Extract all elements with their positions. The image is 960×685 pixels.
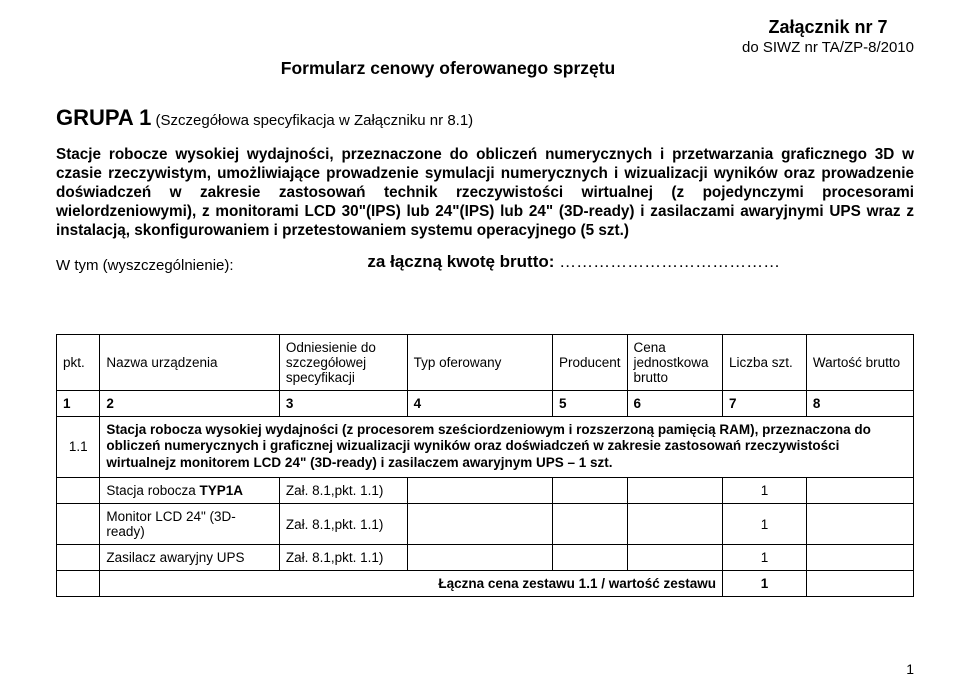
cell-wartosc	[806, 545, 913, 571]
cell-nazwa: Stacja robocza TYP1A	[100, 478, 279, 504]
num-cell: 5	[552, 390, 627, 416]
cell-liczba: 1	[723, 478, 807, 504]
cell-odniesienie: Zał. 8.1,pkt. 1.1)	[279, 545, 407, 571]
grupa-line: GRUPA 1 (Szczegółowa specyfikacja w Załą…	[56, 105, 914, 131]
num-cell: 8	[806, 390, 913, 416]
desc-text: Stacja robocza wysokiej wydajności (z pr…	[100, 416, 914, 478]
cell-nazwa: Zasilacz awaryjny UPS	[100, 545, 279, 571]
attachment-line-1: Załącznik nr 7	[742, 16, 914, 39]
cell-typ	[407, 478, 552, 504]
grupa-label: GRUPA 1	[56, 105, 151, 130]
form-title: Formularz cenowy oferowanego sprzętu	[238, 58, 658, 79]
cell-producent	[552, 504, 627, 545]
cell-cena	[627, 478, 723, 504]
num-cell: 1	[57, 390, 100, 416]
cell-pkt	[57, 545, 100, 571]
col-nazwa: Nazwa urządzenia	[100, 334, 279, 390]
table-row: Stacja robocza TYP1A Zał. 8.1,pkt. 1.1) …	[57, 478, 914, 504]
num-cell: 2	[100, 390, 279, 416]
num-cell: 6	[627, 390, 723, 416]
cell-producent	[552, 545, 627, 571]
cell-pkt	[57, 504, 100, 545]
total-liczba: 1	[723, 571, 807, 597]
col-liczba: Liczba szt.	[723, 334, 807, 390]
col-pkt: pkt.	[57, 334, 100, 390]
header-attachment: Załącznik nr 7 do SIWZ nr TA/ZP-8/2010	[742, 16, 914, 57]
total-wartosc	[806, 571, 913, 597]
cell-odniesienie: Zał. 8.1,pkt. 1.1)	[279, 478, 407, 504]
col-typ: Typ oferowany	[407, 334, 552, 390]
col-odniesienie: Odniesienie do szczegółowej specyfikacji	[279, 334, 407, 390]
pricing-table: pkt. Nazwa urządzenia Odniesienie do szc…	[56, 334, 914, 598]
num-cell: 7	[723, 390, 807, 416]
total-empty	[57, 571, 100, 597]
page-number: 1	[906, 661, 914, 677]
page-container: Załącznik nr 7 do SIWZ nr TA/ZP-8/2010 F…	[0, 0, 960, 685]
desc-pkt: 1.1	[57, 416, 100, 478]
col-wartosc: Wartość brutto	[806, 334, 913, 390]
body-paragraph: Stacje robocze wysokiej wydajności, prze…	[56, 145, 914, 241]
cell-odniesienie: Zał. 8.1,pkt. 1.1)	[279, 504, 407, 545]
grupa-note: (Szczegółowa specyfikacja w Załączniku n…	[156, 112, 474, 129]
total-label: Łączna cena zestawu 1.1 / wartość zestaw…	[100, 571, 723, 597]
cell-typ	[407, 545, 552, 571]
col-producent: Producent	[552, 334, 627, 390]
cell-pkt	[57, 478, 100, 504]
col-cena: Cena jednostkowa brutto	[627, 334, 723, 390]
cell-wartosc	[806, 478, 913, 504]
cell-typ	[407, 504, 552, 545]
table-row: Monitor LCD 24" (3D-ready) Zał. 8.1,pkt.…	[57, 504, 914, 545]
num-cell: 3	[279, 390, 407, 416]
cell-producent	[552, 478, 627, 504]
cell-liczba: 1	[723, 545, 807, 571]
cell-nazwa: Monitor LCD 24" (3D-ready)	[100, 504, 279, 545]
w-tym-label: W tym (wyszczególnienie):	[56, 257, 234, 274]
table-number-row: 1 2 3 4 5 6 7 8	[57, 390, 914, 416]
table-header-row: pkt. Nazwa urządzenia Odniesienie do szc…	[57, 334, 914, 390]
attachment-line-2: do SIWZ nr TA/ZP-8/2010	[742, 39, 914, 58]
table-total-row: Łączna cena zestawu 1.1 / wartość zestaw…	[57, 571, 914, 597]
table-row: Zasilacz awaryjny UPS Zał. 8.1,pkt. 1.1)…	[57, 545, 914, 571]
cell-liczba: 1	[723, 504, 807, 545]
cell-cena	[627, 504, 723, 545]
total-brutto-label: za łączną kwotę brutto: …………………………………	[234, 252, 914, 272]
cell-cena	[627, 545, 723, 571]
section-description-row: 1.1 Stacja robocza wysokiej wydajności (…	[57, 416, 914, 478]
cell-wartosc	[806, 504, 913, 545]
num-cell: 4	[407, 390, 552, 416]
w-tym-row: W tym (wyszczególnienie): za łączną kwot…	[56, 257, 914, 274]
